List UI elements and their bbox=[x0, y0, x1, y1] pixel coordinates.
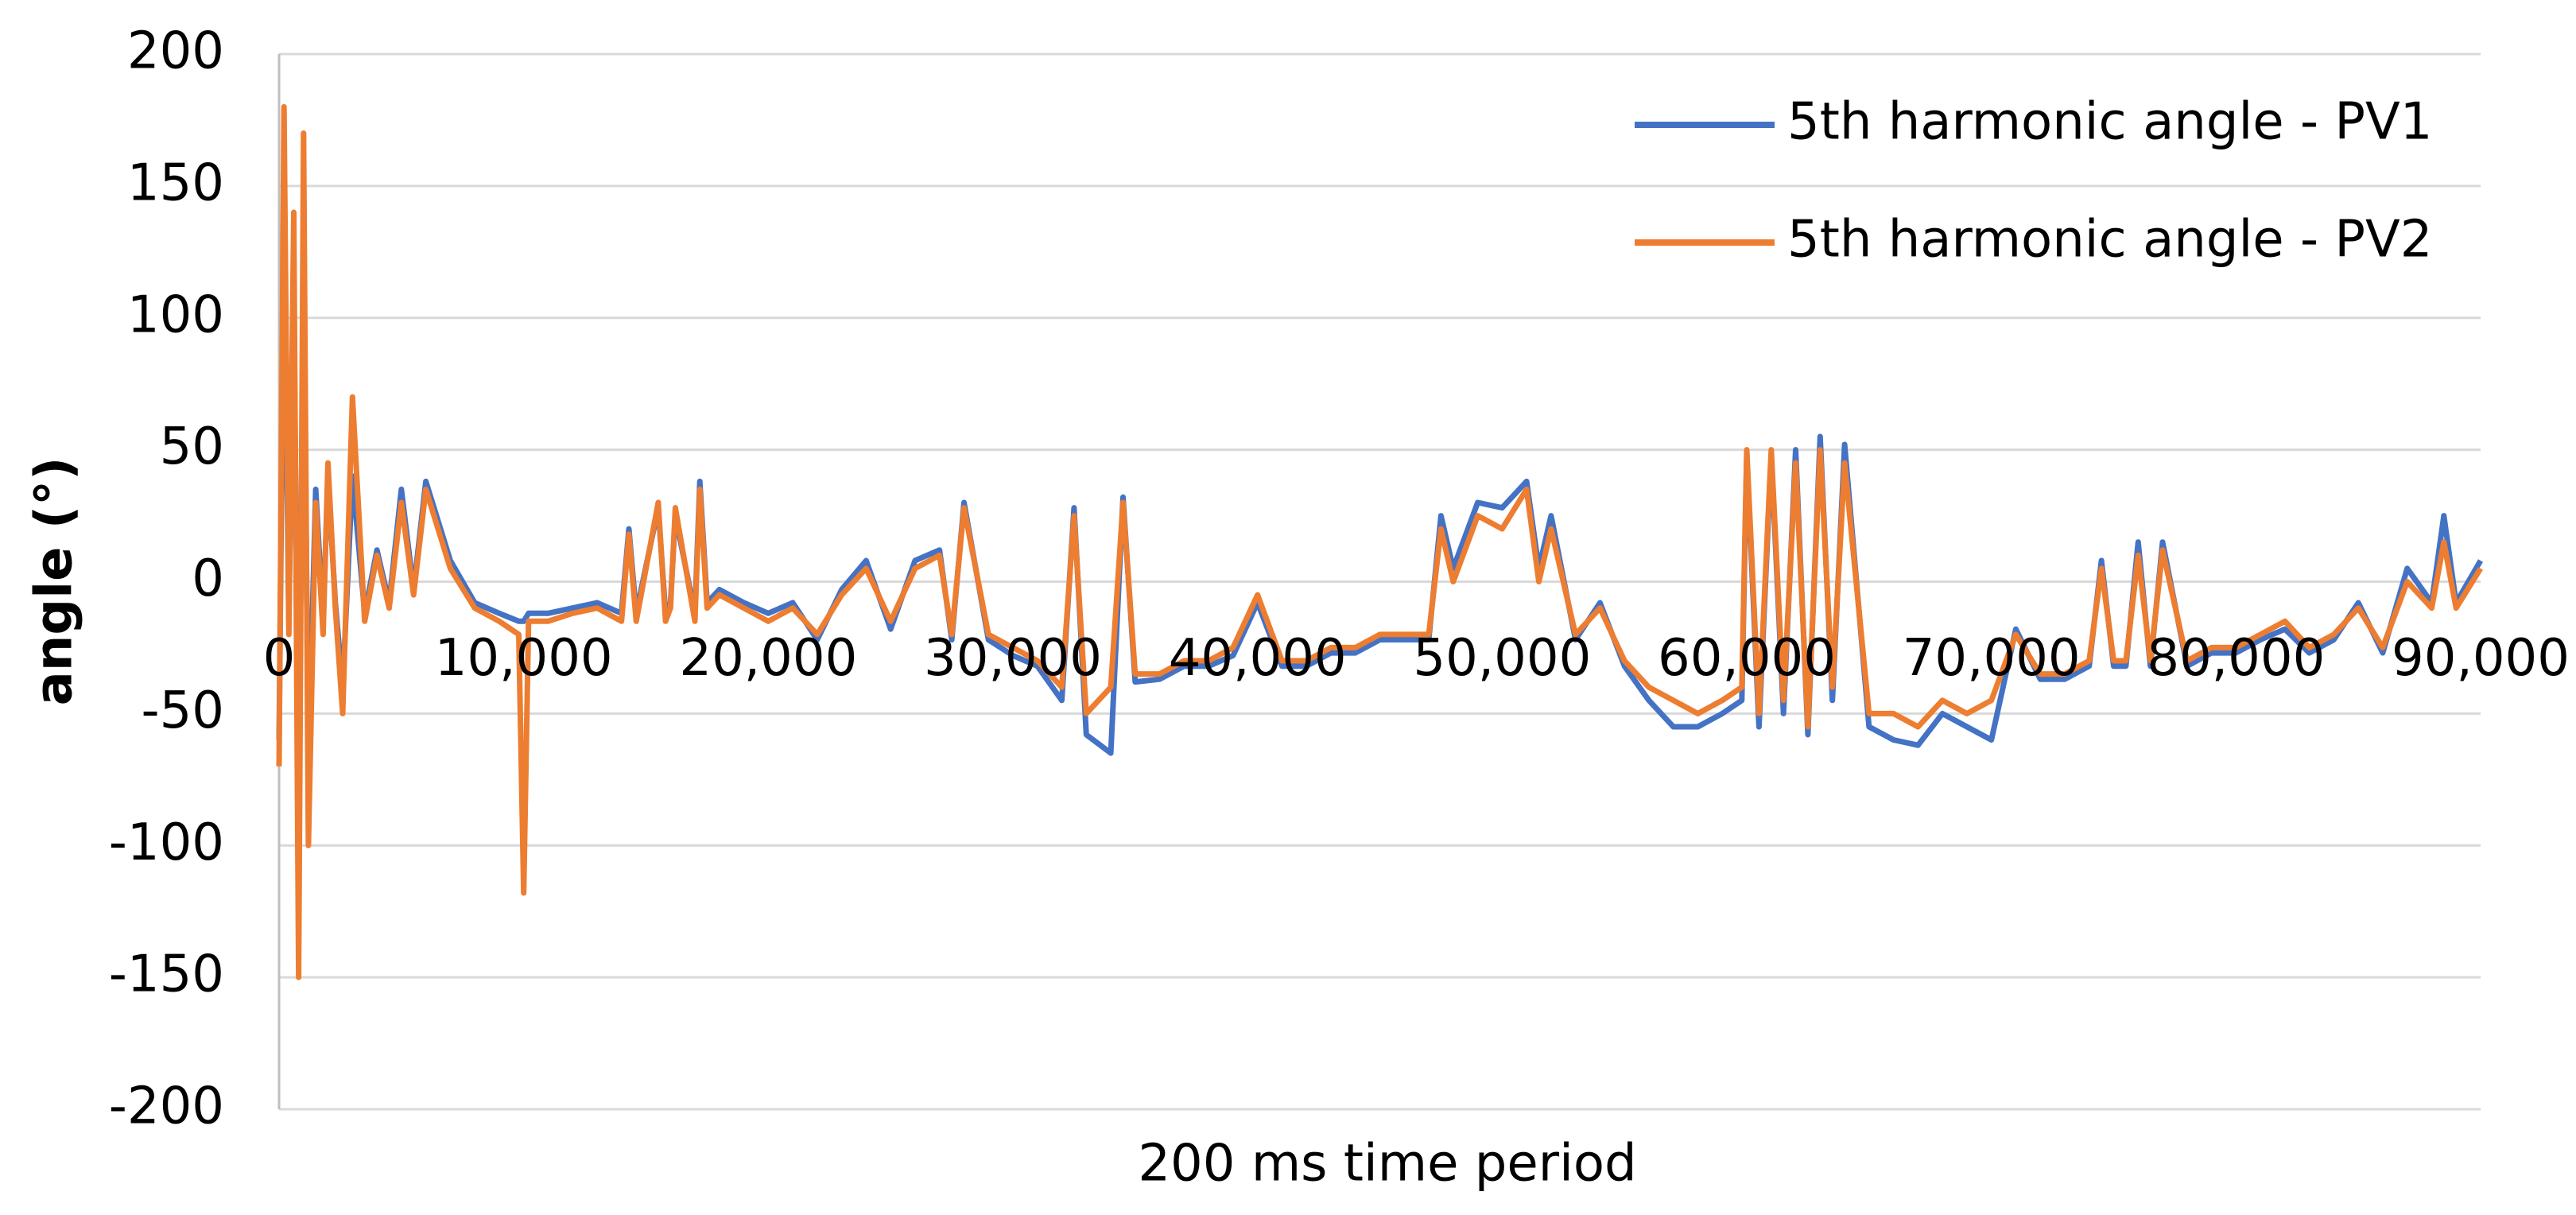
y-tick-label: 150 bbox=[127, 153, 224, 212]
y-axis-title: angle (°) bbox=[25, 457, 84, 706]
x-tick-label: 70,000 bbox=[1903, 629, 2081, 688]
y-tick-label: -200 bbox=[109, 1077, 224, 1136]
y-tick-label: -50 bbox=[141, 681, 224, 740]
x-tick-label: 30,000 bbox=[924, 629, 1102, 688]
series-line bbox=[276, 103, 2483, 980]
y-tick-label: -150 bbox=[109, 945, 224, 1004]
x-tick-label: 80,000 bbox=[2147, 629, 2325, 688]
x-tick-label: 20,000 bbox=[679, 629, 857, 688]
y-tick-label: 50 bbox=[160, 417, 224, 476]
legend-label: 5th harmonic angle - PV2 bbox=[1787, 211, 2433, 270]
y-tick-label: 100 bbox=[127, 285, 224, 344]
legend-label: 5th harmonic angle - PV1 bbox=[1787, 93, 2433, 152]
x-tick-label: 10,000 bbox=[435, 629, 613, 688]
y-tick-label: 200 bbox=[127, 22, 224, 81]
y-tick-label: 0 bbox=[192, 549, 224, 608]
y-tick-label: -100 bbox=[109, 813, 224, 872]
series-line bbox=[276, 235, 2484, 822]
x-tick-label: 40,000 bbox=[1169, 629, 1347, 688]
x-tick-label: 90,000 bbox=[2392, 629, 2570, 688]
x-axis-title: 200 ms time period bbox=[1138, 1135, 1636, 1194]
x-tick-label: 50,000 bbox=[1413, 629, 1591, 688]
x-tick-label: 60,000 bbox=[1658, 629, 1836, 688]
x-tick-label: 0 bbox=[263, 629, 296, 688]
